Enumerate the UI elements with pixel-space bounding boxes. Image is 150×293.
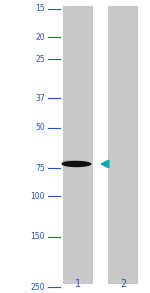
Text: 25: 25 — [35, 55, 45, 64]
Text: 20: 20 — [35, 33, 45, 42]
Bar — [108, 6, 138, 284]
Ellipse shape — [61, 161, 92, 167]
Text: 100: 100 — [30, 192, 45, 201]
Text: 150: 150 — [30, 232, 45, 241]
Text: 1: 1 — [75, 279, 81, 289]
Bar — [63, 6, 93, 284]
Text: 75: 75 — [35, 163, 45, 173]
Text: 15: 15 — [35, 4, 45, 13]
Text: 250: 250 — [30, 283, 45, 292]
Text: 37: 37 — [35, 94, 45, 103]
Text: 2: 2 — [120, 279, 126, 289]
Text: 50: 50 — [35, 123, 45, 132]
Ellipse shape — [61, 161, 76, 164]
